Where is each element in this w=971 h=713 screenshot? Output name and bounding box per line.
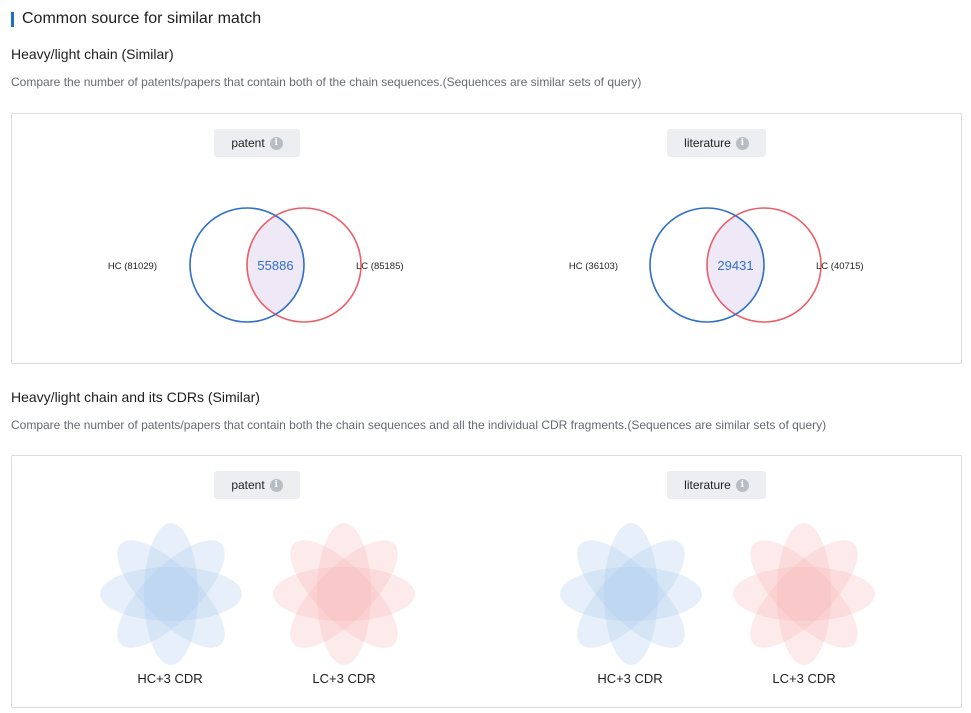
section-accent-bar [11,12,14,27]
block2-description: Compare the number of patents/papers tha… [11,418,826,432]
block1-panel: patent i HC (81029) LC (85185) 55886 lit… [11,113,962,364]
hc-cdr-label: HC+3 CDR [110,671,230,686]
lc-cdr-label: LC+3 CDR [744,671,864,686]
section-title-text: Common source for similar match [22,10,261,28]
info-icon[interactable]: i [736,479,749,492]
block2-title: Heavy/light chain and its CDRs (Similar) [11,389,260,405]
tab-literature[interactable]: literature i [667,471,766,499]
venn-hc-label: HC (36103) [569,261,618,272]
venn-literature: HC (36103) LC (40715) 29431 [532,199,912,329]
tab-label: patent [231,136,264,150]
hc-cdr-label: HC+3 CDR [570,671,690,686]
venn-lc-label: LC (40715) [816,261,864,272]
section-title: Common source for similar match [11,9,261,29]
info-icon[interactable]: i [736,137,749,150]
info-icon[interactable]: i [270,479,283,492]
tab-label: patent [231,478,264,492]
tab-patent[interactable]: patent i [214,129,300,157]
venn-hc-label: HC (81029) [108,261,157,272]
venn-intersection-value: 29431 [717,258,753,273]
block1-description: Compare the number of patents/papers tha… [11,75,641,89]
hc-cdr-flower [558,521,704,667]
tab-label: literature [684,478,731,492]
lc-cdr-label: LC+3 CDR [284,671,404,686]
venn-lc-label: LC (85185) [356,261,404,272]
venn-intersection-value: 55886 [257,258,293,273]
block1-title: Heavy/light chain (Similar) [11,46,174,62]
tab-patent[interactable]: patent i [214,471,300,499]
lc-cdr-flower [731,521,877,667]
lc-cdr-flower [271,521,417,667]
block2-panel: patent i literature i HC+3 CDR LC+3 CDR … [11,455,962,708]
venn-patent: HC (81029) LC (85185) 55886 [72,199,452,329]
hc-cdr-flower [98,521,244,667]
info-icon[interactable]: i [270,137,283,150]
tab-literature[interactable]: literature i [667,129,766,157]
tab-label: literature [684,136,731,150]
